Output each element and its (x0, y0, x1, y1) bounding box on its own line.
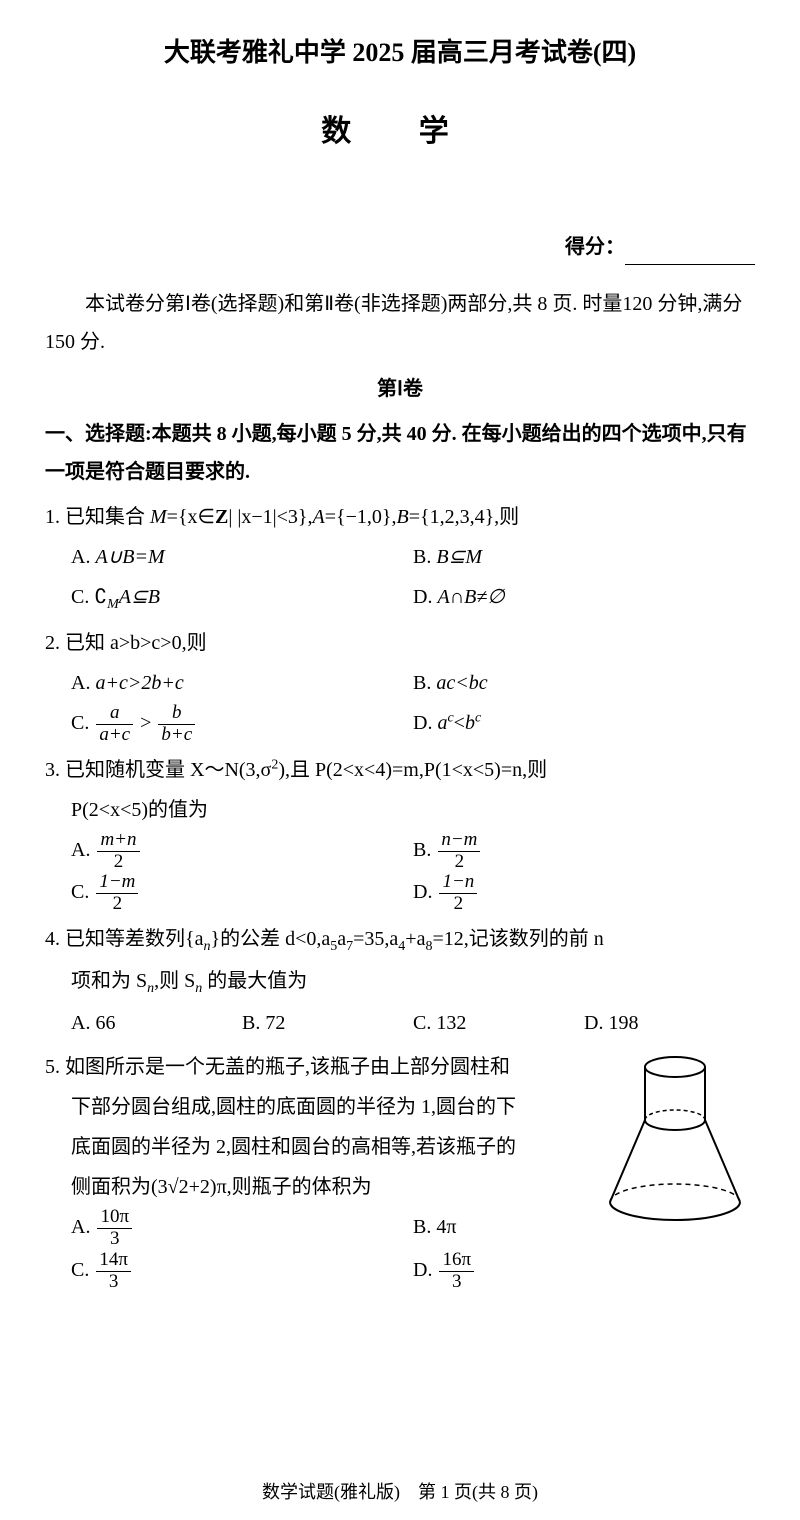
q4-t7: 项和为 S (71, 970, 147, 992)
q2-c-an: a (96, 703, 133, 725)
q5-a-n: 10π (97, 1207, 132, 1229)
q5-opt-a: A. 10π3 (71, 1207, 413, 1250)
q4-opt-d: D. 198 (584, 1003, 755, 1043)
q1-c-t2: A⊆B (119, 586, 160, 608)
q2-opt-b: B. ac<bc (413, 663, 755, 703)
q4-t1: 4. 已知等差数列{a (45, 928, 203, 950)
q2-stem: 2. 已知 a>b>c>0,则 (45, 623, 755, 663)
q1-a-text: A∪B=M (95, 546, 164, 568)
q1-t2: | |x−1|<3}, (228, 506, 312, 528)
q2-d-a: a (437, 712, 447, 734)
q3-t1: 3. 已知随机变量 X～N(3,σ (45, 759, 271, 781)
part1-title: 第Ⅰ卷 (45, 371, 755, 407)
q4-t8: ,则 S (154, 970, 195, 992)
q1-t3: ={−1,0}, (325, 506, 397, 528)
question-1: 1. 已知集合 M={x∈Z| |x−1|<3},A={−1,0},B={1,2… (45, 497, 755, 619)
q1-opt-c: C. ∁MA⊆B (71, 577, 413, 619)
q3-t3: P(2<x<5)的值为 (71, 799, 208, 821)
q2-c-bn: b (158, 703, 195, 725)
q1-c-t1: ∁ (94, 586, 107, 608)
q1-opt-d: D. A∩B≠∅ (413, 577, 755, 619)
q5-b: 4π (436, 1216, 456, 1238)
q3-opt-b: B. n−m2 (413, 830, 755, 873)
page-footer: 数学试题(雅礼版) 第 1 页(共 8 页) (0, 1476, 800, 1508)
question-2: 2. 已知 a>b>c>0,则 A. a+c>2b+c B. ac<bc C. … (45, 623, 755, 746)
q4-d: 198 (608, 1012, 638, 1034)
q3-t2: ),且 P(2<x<4)=m,P(1<x<5)=n,则 (278, 759, 547, 781)
q2-opt-d: D. ac<bc (413, 703, 755, 746)
q3-a-n: m+n (97, 830, 139, 852)
subject-title: 数 学 (45, 105, 755, 159)
score-blank (625, 264, 755, 265)
q3-d-n: 1−n (439, 872, 477, 894)
q3-opt-d: D. 1−n2 (413, 872, 755, 915)
q4-opt-a: A. 66 (71, 1003, 242, 1043)
q2-d-c1: c (447, 710, 453, 725)
q1-t4: ={1,2,3,4},则 (409, 506, 519, 528)
instructions: 本试卷分第Ⅰ卷(选择题)和第Ⅱ卷(非选择题)两部分,共 8 页. 时量120 分… (45, 285, 755, 361)
q4-t9: 的最大值为 (202, 970, 307, 992)
q2-d-c2: c (475, 710, 481, 725)
q2-c-ad: a+c (96, 725, 133, 746)
q4-opt-b: B. 72 (242, 1003, 413, 1043)
q3-b-n: n−m (438, 830, 480, 852)
q3-opt-c: C. 1−m2 (71, 872, 413, 915)
q5-d-d: 3 (439, 1272, 474, 1293)
q5-l1: 5. 如图所示是一个无盖的瓶子,该瓶子由上部分圆柱和 (45, 1047, 565, 1087)
q5-opt-c: C. 14π3 (71, 1250, 413, 1293)
q4-c: 132 (436, 1012, 466, 1034)
q1-b-text: B⊆M (436, 546, 482, 568)
q1-opt-b: B. B⊆M (413, 537, 755, 577)
q4-t5: +a (405, 928, 425, 950)
q5-l2: 下部分圆台组成,圆柱的底面圆的半径为 1,圆台的下 (71, 1087, 565, 1127)
exam-header: 大联考雅礼中学 2025 届高三月考试卷(四) (45, 30, 755, 77)
question-4: 4. 已知等差数列{an}的公差 d<0,a5a7=35,a4+a8=12,记该… (45, 919, 755, 1043)
q4-opt-c: C. 132 (413, 1003, 584, 1043)
q2-c-bd: b+c (158, 725, 195, 746)
q5-opt-d: D. 16π3 (413, 1250, 755, 1293)
q5-c-d: 3 (96, 1272, 131, 1293)
question-5: 5. 如图所示是一个无盖的瓶子,该瓶子由上部分圆柱和 下部分圆台组成,圆柱的底面… (45, 1047, 755, 1293)
q5-c-n: 14π (96, 1250, 131, 1272)
q2-b: ac<bc (436, 672, 487, 694)
q3-d-d: 2 (439, 894, 477, 915)
q5-a-d: 3 (97, 1229, 132, 1250)
q1-opt-a: A. A∪B=M (71, 537, 413, 577)
q1-d-text: A∩B≠∅ (437, 586, 504, 608)
q5-d-n: 16π (439, 1250, 474, 1272)
q4-t6: =12,记该数列的前 n (432, 928, 603, 950)
q4-a: 66 (95, 1012, 115, 1034)
q2-opt-a: A. a+c>2b+c (71, 663, 413, 703)
section1-title: 一、选择题:本题共 8 小题,每小题 5 分,共 40 分. 在每小题给出的四个… (45, 415, 755, 491)
question-3: 3. 已知随机变量 X～N(3,σ 2 ),且 P(2<x<4)=m,P(1<x<5… (45, 750, 755, 916)
q3-a-d: 2 (97, 852, 139, 873)
q3-b-d: 2 (438, 852, 480, 873)
q4-b: 72 (265, 1012, 285, 1034)
q5-l4: 侧面积为(3√2+2)π,则瓶子的体积为 (71, 1167, 565, 1207)
bottle-figure (595, 1052, 755, 1227)
q1-stem: 1. 已知集合 (45, 506, 150, 528)
q5-l3: 底面圆的半径为 2,圆柱和圆台的高相等,若该瓶子的 (71, 1127, 565, 1167)
q3-opt-a: A. m+n2 (71, 830, 413, 873)
q2-d-b: b (465, 712, 475, 734)
q4-t2: }的公差 d<0,a (210, 928, 330, 950)
score-label: 得分： (565, 236, 625, 258)
q3-c-d: 2 (96, 894, 138, 915)
q3-c-n: 1−m (96, 872, 138, 894)
q4-t4: =35,a (353, 928, 398, 950)
q2-opt-c: C. aa+c > bb+c (71, 703, 413, 746)
score-line: 得分： (45, 229, 755, 265)
q1-t1: ={x∈ (167, 506, 215, 528)
q4-t3: a (337, 928, 346, 950)
q2-a: a+c>2b+c (95, 672, 183, 694)
